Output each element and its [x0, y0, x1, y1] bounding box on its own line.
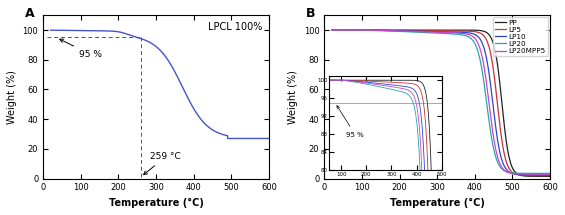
- Line: LP20: LP20: [332, 30, 550, 173]
- LP10: [540, 174, 547, 176]
- LP20MPP5: [540, 173, 547, 175]
- LP10: [429, 30, 436, 33]
- Y-axis label: Weight (%): Weight (%): [288, 70, 298, 124]
- LP10: [328, 29, 335, 31]
- LP10: [500, 164, 507, 166]
- LP20: [429, 32, 436, 34]
- Text: A: A: [25, 7, 34, 20]
- Legend: PP, LP5, LP10, LP20, LP20MPP5: PP, LP5, LP10, LP20, LP20MPP5: [493, 17, 548, 56]
- LP20MPP5: [547, 173, 554, 175]
- LP20: [540, 172, 547, 175]
- LP20MPP5: [540, 173, 547, 175]
- LP20MPP5: [429, 31, 436, 33]
- LP20: [328, 29, 335, 31]
- LP5: [500, 150, 507, 152]
- Y-axis label: Weight (%): Weight (%): [7, 70, 17, 124]
- PP: [328, 29, 335, 31]
- PP: [434, 29, 441, 31]
- Line: LP20MPP5: LP20MPP5: [332, 30, 550, 174]
- LP10: [340, 29, 346, 31]
- PP: [500, 119, 507, 121]
- PP: [429, 29, 436, 31]
- LP20MPP5: [500, 168, 507, 171]
- LP20: [540, 172, 547, 175]
- X-axis label: Temperature (°C): Temperature (°C): [108, 198, 203, 208]
- LP20: [547, 172, 554, 175]
- PP: [540, 175, 547, 178]
- LP5: [340, 29, 346, 31]
- Text: 95 %: 95 %: [60, 39, 102, 59]
- LP10: [547, 174, 554, 176]
- PP: [540, 175, 547, 178]
- Text: 259 °C: 259 °C: [144, 152, 181, 175]
- LP20MPP5: [434, 31, 441, 34]
- PP: [340, 29, 346, 31]
- Line: LP10: LP10: [332, 30, 550, 175]
- Line: LP5: LP5: [332, 30, 550, 176]
- LP5: [434, 29, 441, 32]
- Text: LPCL 100%: LPCL 100%: [208, 22, 262, 32]
- LP20MPP5: [340, 29, 346, 31]
- PP: [547, 175, 554, 178]
- LP5: [547, 174, 554, 177]
- LP5: [429, 29, 436, 32]
- LP5: [540, 174, 547, 177]
- LP5: [328, 29, 335, 31]
- LP20: [434, 32, 441, 34]
- X-axis label: Temperature (°C): Temperature (°C): [390, 198, 485, 208]
- Line: PP: PP: [332, 30, 550, 176]
- Text: B: B: [306, 7, 316, 20]
- LP10: [540, 174, 547, 176]
- LP10: [434, 30, 441, 33]
- LP20: [340, 29, 346, 31]
- LP20MPP5: [328, 29, 335, 31]
- LP20: [500, 169, 507, 172]
- LP5: [540, 174, 547, 177]
